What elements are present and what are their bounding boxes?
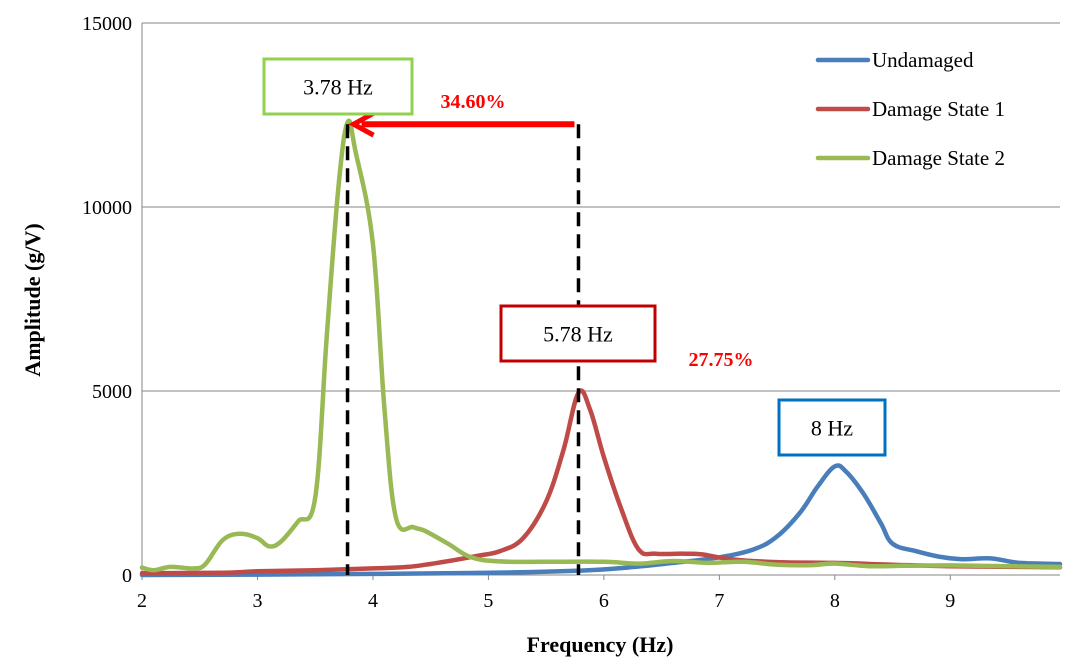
legend-damage-state-1-label: Damage State 1 [872, 97, 1005, 121]
x-tick-label: 5 [483, 590, 493, 612]
box-3-78-hz-frame [262, 57, 414, 116]
box-8-hz-frame [777, 398, 887, 457]
shift-percent-2: 27.75% [689, 349, 754, 371]
x-axis-title: Frequency (Hz) [527, 632, 674, 657]
box-3-78-hz-label: 3.78 Hz [303, 75, 373, 100]
legend-undamaged-label: Undamaged [872, 48, 974, 72]
box-8-hz-label: 8 Hz [811, 416, 853, 441]
shift-percent-1: 34.60% [441, 91, 506, 113]
legend: Undamaged Damage State 1 Damage State 2 [815, 48, 1005, 170]
x-tick-label: 4 [368, 590, 378, 612]
grid-lines [142, 22, 1060, 392]
x-tick-label: 2 [137, 590, 147, 612]
legend-damage-state-2-label: Damage State 2 [872, 146, 1005, 170]
x-tick-label: 9 [945, 590, 955, 612]
series-damage-state-1 [139, 388, 1063, 576]
box-5-78-hz-label: 5.78 Hz [543, 322, 613, 347]
series-undamaged [139, 463, 1063, 578]
x-tick-label: 3 [252, 590, 262, 612]
series-lines [139, 118, 1063, 578]
y-tick-labels: 0 5000 10000 15000 [82, 13, 132, 587]
y-tick-label: 5000 [92, 381, 132, 403]
annotations: 3.78 Hz 5.78 Hz 8 Hz 34.60% 27.75% [262, 57, 887, 575]
shift-arrow-head [348, 111, 375, 138]
x-tick-label: 8 [830, 590, 840, 612]
y-tick-label: 15000 [82, 13, 132, 35]
x-tick-label: 7 [714, 590, 724, 612]
y-tick-label: 0 [122, 565, 132, 587]
box-5-78-hz-frame [499, 304, 657, 363]
y-tick-label: 10000 [82, 197, 132, 219]
x-tick-labels: 2 3 4 5 6 7 8 9 [137, 590, 955, 612]
x-tick-label: 6 [599, 590, 609, 612]
y-axis-title: Amplitude (g/V) [20, 223, 45, 376]
series-damage-state-2 [139, 118, 1063, 573]
